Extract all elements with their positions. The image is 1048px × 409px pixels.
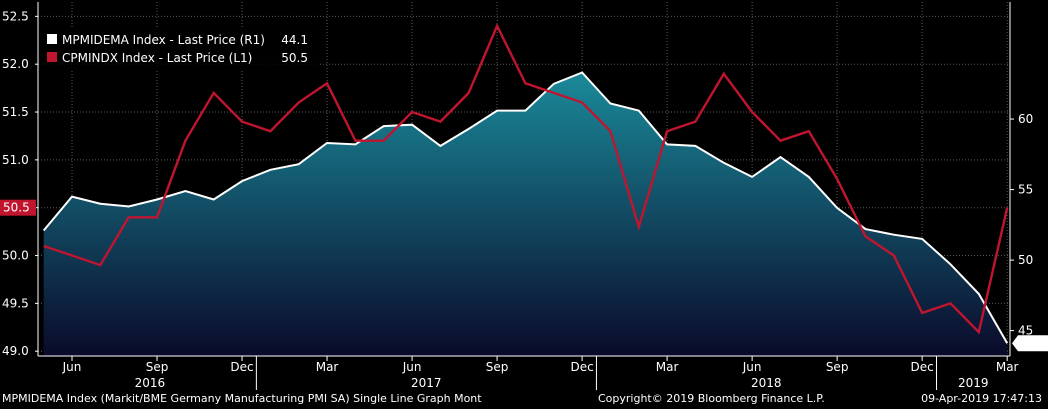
x-tick-label: Mar — [656, 360, 679, 374]
left-tick-label: 51.5 — [2, 105, 29, 119]
legend-value: 44.1 — [281, 33, 308, 47]
right-current-label: 44.1 — [1020, 336, 1047, 350]
x-tick-label: Mar — [316, 360, 339, 374]
year-label: 2017 — [411, 376, 442, 390]
x-tick-label: Jun — [742, 360, 762, 374]
legend-box — [41, 28, 319, 70]
legend-swatch — [47, 52, 57, 62]
series-line-mpmidema — [42, 71, 1009, 344]
right-tick-label: 55 — [1018, 183, 1033, 197]
x-tick-label: Jun — [402, 360, 422, 374]
series-area-mpmidema — [43, 72, 1008, 356]
left-tick-label: 49.0 — [2, 344, 29, 358]
x-tick-label: Dec — [230, 360, 253, 374]
right-tick-label: 50 — [1018, 253, 1033, 267]
left-tick-label: 51.0 — [2, 153, 29, 167]
x-tick-label: Sep — [826, 360, 849, 374]
legend: MPMIDEMA Index - Last Price (R1) 44.1 CPMI… — [41, 28, 319, 70]
x-tick-label: Dec — [911, 360, 934, 374]
year-label: 2018 — [751, 376, 782, 390]
left-current-label: 50.5 — [3, 201, 30, 215]
legend-entry: MPMIDEMA Index - Last Price (R1) — [62, 33, 265, 47]
right-current-tag — [1012, 335, 1048, 352]
area-layer — [43, 72, 1008, 356]
x-tick-label: Mar — [996, 360, 1019, 374]
axes: 49.0 49.5 50.0 51.0 51.5 52.0 52.5 45 50 55 60 50.5… — [0, 2, 1048, 390]
footer-description: MPMIDEMA Index (Markit/BME Germany Manuf… — [2, 392, 482, 405]
left-tick-label: 52.0 — [2, 57, 29, 71]
x-tick-label: Jun — [62, 360, 82, 374]
pmi-chart: 49.0 49.5 50.0 51.0 51.5 52.0 52.5 45 50 55 60 50.5… — [0, 2, 1048, 390]
footer-timestamp: 09-Apr-2019 17:47:13 — [921, 392, 1042, 405]
series-line-cpmindx — [43, 23, 1009, 335]
left-tick-label: 52.5 — [2, 9, 29, 23]
right-tick-label: 60 — [1018, 112, 1033, 126]
footer-copyright: Copyright© 2019 Bloomberg Finance L.P. — [598, 392, 825, 405]
x-tick-label: Sep — [486, 360, 509, 374]
legend-entry: CPMINDX Index - Last Price (L1) — [62, 51, 252, 65]
x-tick-label: Sep — [146, 360, 169, 374]
line-layer — [42, 23, 1009, 344]
legend-value: 50.5 — [281, 51, 308, 65]
left-current-tag — [0, 199, 36, 216]
legend-swatch — [47, 34, 57, 44]
right-tick-label: 45 — [1018, 324, 1033, 338]
year-label: 2019 — [958, 376, 989, 390]
left-tick-label: 49.5 — [2, 296, 29, 310]
left-tick-label: 50.0 — [2, 249, 29, 263]
year-label: 2016 — [135, 376, 166, 390]
x-tick-label: Dec — [570, 360, 593, 374]
